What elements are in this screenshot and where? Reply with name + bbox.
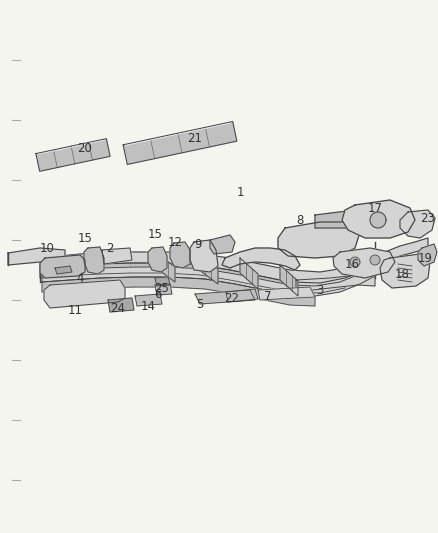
Text: 5: 5 bbox=[196, 298, 204, 311]
Polygon shape bbox=[44, 280, 125, 308]
Polygon shape bbox=[170, 242, 190, 268]
Text: 11: 11 bbox=[67, 303, 82, 317]
Polygon shape bbox=[148, 247, 167, 272]
Polygon shape bbox=[195, 290, 255, 304]
Polygon shape bbox=[222, 248, 300, 270]
Text: 10: 10 bbox=[39, 241, 54, 254]
Polygon shape bbox=[135, 294, 162, 306]
Polygon shape bbox=[296, 275, 375, 292]
Text: 20: 20 bbox=[78, 141, 92, 155]
Text: 6: 6 bbox=[154, 288, 162, 302]
Polygon shape bbox=[42, 277, 315, 306]
Polygon shape bbox=[258, 287, 315, 300]
Text: 25: 25 bbox=[155, 281, 170, 295]
Polygon shape bbox=[40, 263, 345, 293]
Polygon shape bbox=[198, 254, 218, 284]
Circle shape bbox=[350, 257, 360, 267]
Text: 24: 24 bbox=[110, 302, 126, 314]
Polygon shape bbox=[42, 266, 375, 296]
Polygon shape bbox=[400, 210, 435, 238]
Text: 7: 7 bbox=[264, 289, 272, 303]
Text: 4: 4 bbox=[76, 271, 84, 285]
Polygon shape bbox=[315, 210, 368, 232]
Polygon shape bbox=[418, 244, 437, 266]
Polygon shape bbox=[40, 238, 428, 283]
Text: 17: 17 bbox=[367, 201, 382, 214]
Text: 12: 12 bbox=[167, 236, 183, 248]
Polygon shape bbox=[123, 122, 237, 164]
Polygon shape bbox=[108, 298, 134, 312]
Polygon shape bbox=[155, 252, 175, 282]
Text: 3: 3 bbox=[316, 284, 324, 296]
Circle shape bbox=[370, 212, 386, 228]
Polygon shape bbox=[8, 248, 65, 265]
Text: 23: 23 bbox=[420, 212, 435, 224]
Circle shape bbox=[370, 255, 380, 265]
Polygon shape bbox=[155, 284, 172, 295]
Text: 22: 22 bbox=[225, 292, 240, 304]
Polygon shape bbox=[190, 240, 218, 272]
Polygon shape bbox=[278, 222, 360, 258]
Text: 15: 15 bbox=[78, 231, 92, 245]
Text: 19: 19 bbox=[417, 252, 432, 264]
Text: 8: 8 bbox=[297, 214, 304, 227]
Polygon shape bbox=[155, 277, 170, 286]
Text: 18: 18 bbox=[395, 269, 410, 281]
Polygon shape bbox=[342, 200, 415, 238]
Polygon shape bbox=[36, 139, 110, 171]
Text: 1: 1 bbox=[236, 185, 244, 198]
Polygon shape bbox=[210, 235, 235, 254]
Text: 2: 2 bbox=[106, 241, 114, 254]
Polygon shape bbox=[40, 255, 85, 278]
Polygon shape bbox=[226, 289, 258, 302]
Polygon shape bbox=[280, 265, 298, 296]
Polygon shape bbox=[84, 247, 104, 274]
Polygon shape bbox=[102, 248, 132, 264]
Text: 16: 16 bbox=[345, 259, 360, 271]
Text: 9: 9 bbox=[194, 238, 202, 252]
Text: 14: 14 bbox=[141, 301, 155, 313]
Text: 15: 15 bbox=[148, 228, 162, 240]
Polygon shape bbox=[240, 258, 258, 289]
Polygon shape bbox=[380, 254, 430, 288]
Text: 21: 21 bbox=[187, 132, 202, 144]
Polygon shape bbox=[55, 266, 72, 274]
Polygon shape bbox=[333, 248, 395, 278]
